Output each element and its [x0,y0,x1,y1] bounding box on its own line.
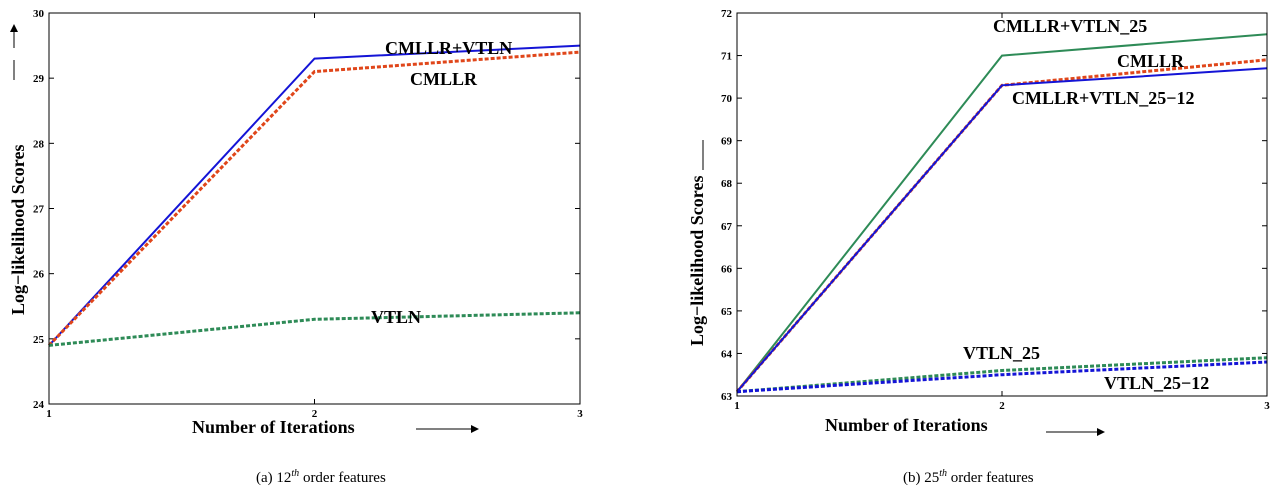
x-tick-label: 3 [577,408,583,420]
chart-b-ylabel: Log−likelihood Scores [687,176,707,346]
chart-a-tick-labels: 24 25 26 27 28 29 30 1 2 3 [33,8,583,420]
x-tick-label: 1 [734,400,740,412]
chart-a-plot-frame [48,12,581,405]
chart-a-annotation-cmllr: CMLLR [410,69,478,89]
series-line-cmllr-vtln-25-12 [736,67,1268,393]
chart-b-tick-labels: 63 64 65 66 67 68 69 70 71 72 1 2 3 [721,8,1270,412]
chart-b-annotation-cmllr-vtln-25-12: CMLLR+VTLN_25−12 [1012,88,1195,108]
chart-a-annotation-vtln: VTLN [371,307,421,327]
x-tick-label: 2 [312,408,318,420]
series-line-vtln [48,311,581,347]
series-line-vtln-25 [736,356,1268,394]
y-tick-label: 27 [33,204,45,216]
chart-b: 63 64 65 66 67 68 69 70 71 72 1 2 3 Log−likelihood S… [687,8,1270,486]
y-tick-label: 65 [721,306,733,318]
y-tick-label: 66 [721,263,733,275]
y-tick-label: 30 [33,8,45,20]
y-tick-label: 64 [721,348,733,360]
chart-a-xlabel: Number of Iterations [192,417,355,437]
series-line-cmllr [47,50,581,347]
chart-b-series [735,33,1268,394]
chart-a-caption: (a) 12th order features [256,468,386,486]
chart-a-ylabel: Log−likelihood Scores [8,145,28,315]
y-tick-label: 25 [33,334,45,346]
y-tick-label: 72 [721,8,733,20]
y-tick-label: 29 [33,73,45,85]
chart-b-annotation-cmllr-vtln-25: CMLLR+VTLN_25 [993,16,1147,36]
series-line-cmllr [735,58,1268,393]
y-tick-label: 70 [721,93,733,105]
x-tick-label: 2 [999,400,1005,412]
chart-b-caption: (b) 25th order features [903,468,1034,486]
series-line-cmllr-vtln [48,44,581,347]
x-tick-label: 1 [46,408,52,420]
y-tick-label: 26 [33,269,45,281]
y-tick-label: 69 [721,136,733,148]
chart-b-xlabel: Number of Iterations [825,415,988,435]
chart-b-annotation-vtln-25: VTLN_25 [963,343,1040,363]
chart-b-plot-frame [736,12,1268,397]
y-tick-label: 71 [721,51,732,63]
chart-b-annotation-cmllr: CMLLR [1117,51,1185,71]
chart-a-series [47,44,581,347]
chart-b-ticks [736,12,1268,397]
x-tick-label: 3 [1264,400,1270,412]
y-tick-label: 24 [33,399,45,411]
y-tick-label: 67 [721,221,733,233]
chart-b-annotation-vtln-25-12: VTLN_25−12 [1104,373,1209,393]
chart-a-annotation-cmllr-vtln: CMLLR+VTLN [385,38,512,58]
series-line-cmllr-vtln-25 [736,33,1268,393]
series-line-vtln-25-12 [736,360,1268,394]
y-tick-label: 63 [721,391,733,403]
y-tick-label: 68 [721,178,733,190]
y-tick-label: 28 [33,138,45,150]
